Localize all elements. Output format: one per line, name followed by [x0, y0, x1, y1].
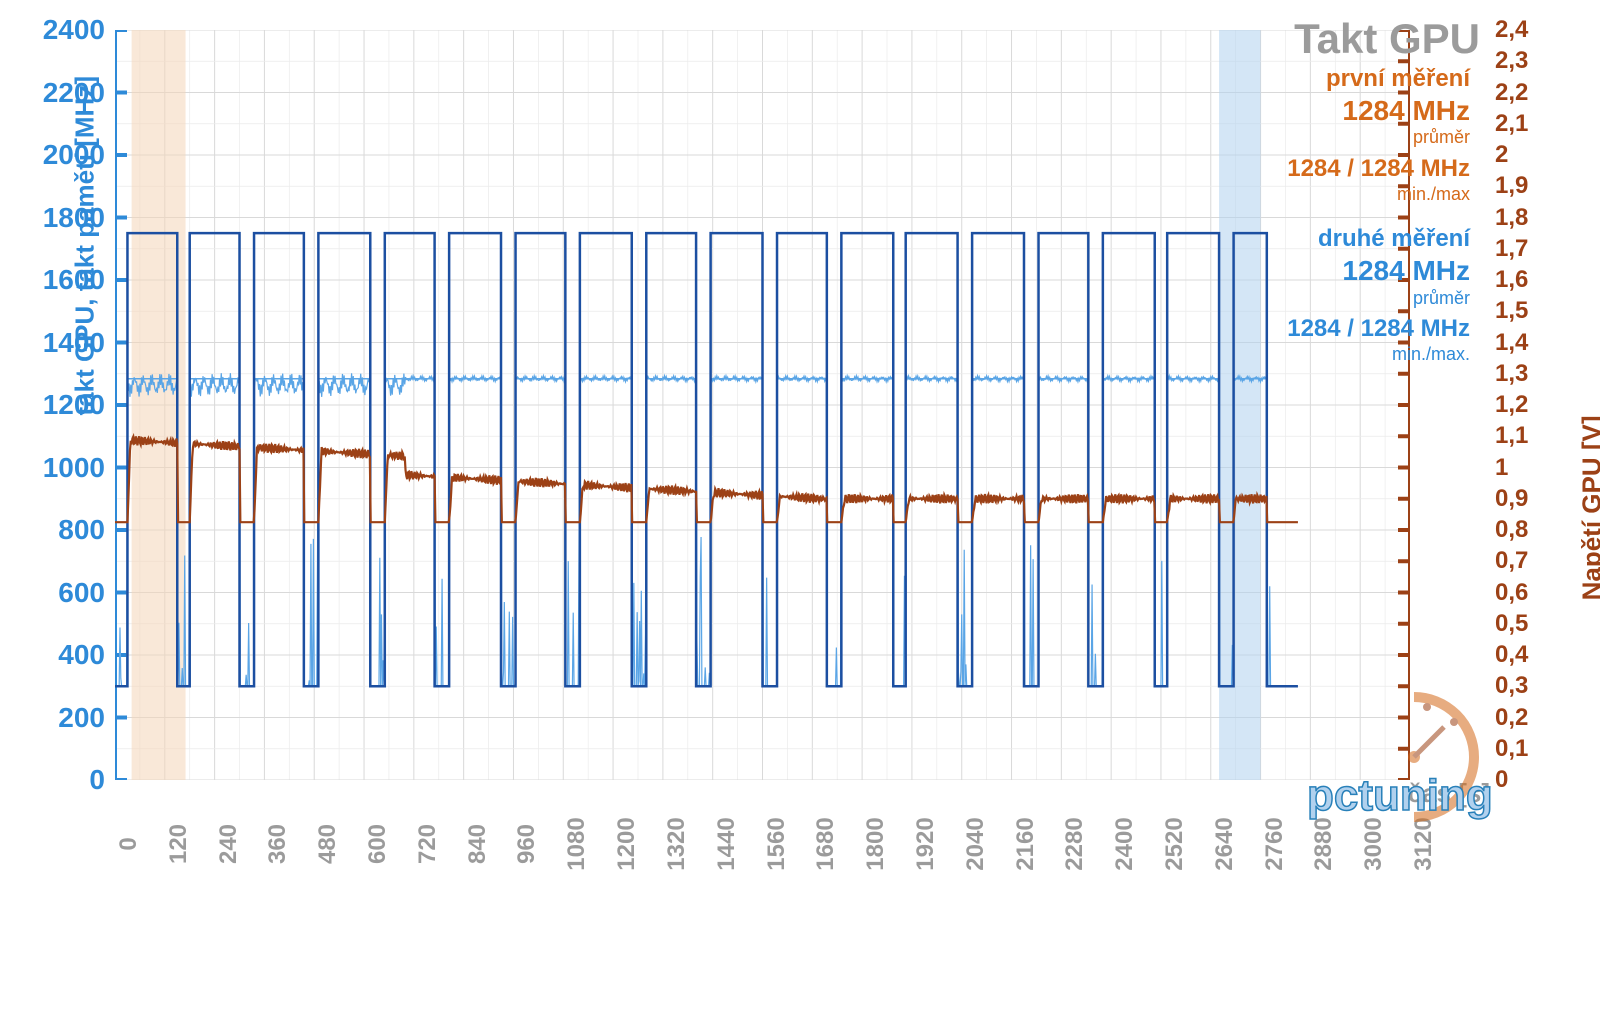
x-tick: 2280 [1061, 817, 1089, 870]
legend-m2-mm: 1284 / 1284 MHz [1287, 315, 1470, 344]
chart-plot-area [115, 30, 1410, 780]
x-tick: 1080 [563, 817, 591, 870]
legend-m2-avg-sub: průměr [1287, 288, 1470, 310]
y-right-tick: 0,1 [1495, 735, 1528, 763]
y-right-tick: 0,2 [1495, 704, 1528, 732]
x-tick: 480 [314, 824, 342, 864]
x-tick: 1920 [912, 817, 940, 870]
x-tick: 840 [464, 824, 492, 864]
y-right-tick: 1,2 [1495, 391, 1528, 419]
x-tick: 1320 [663, 817, 691, 870]
y-left-tick: 600 [58, 577, 105, 609]
chart-title: Takt GPU [1294, 15, 1480, 63]
watermark-text: pctuning [1307, 771, 1493, 820]
y-axis-right-label: Napětí GPU [V] [1577, 416, 1600, 601]
y-axis-left-label: takt GPU, takt pamětí [MHz] [70, 76, 101, 416]
x-tick: 240 [215, 824, 243, 864]
y-axis-right: 00,10,20,30,40,50,60,70,80,911,11,21,31,… [1495, 30, 1565, 780]
y-right-tick: 2,1 [1495, 110, 1528, 138]
y-right-tick: 2,2 [1495, 79, 1528, 107]
y-left-tick: 200 [58, 702, 105, 734]
y-left-tick: 800 [58, 514, 105, 546]
x-tick: 1680 [812, 817, 840, 870]
x-tick: 360 [264, 824, 292, 864]
watermark-logo: pctuning [1299, 692, 1499, 827]
legend-m2-label: druhé měření [1318, 225, 1470, 254]
y-right-tick: 2,4 [1495, 16, 1528, 44]
legend-m2-mm-sub: min./max. [1287, 344, 1470, 366]
y-right-tick: 2 [1495, 141, 1508, 169]
y-right-tick: 0,7 [1495, 547, 1528, 575]
x-tick: 1800 [862, 817, 890, 870]
x-tick: 1200 [613, 817, 641, 870]
legend-m1-label: první měření [1287, 65, 1470, 94]
y-right-tick: 0,8 [1495, 516, 1528, 544]
x-tick: 2520 [1161, 817, 1189, 870]
x-tick: 2160 [1012, 817, 1040, 870]
y-right-tick: 1,3 [1495, 360, 1528, 388]
y-left-tick: 400 [58, 639, 105, 671]
y-right-tick: 0,4 [1495, 641, 1528, 669]
legend-m1-avg-sub: průměr [1287, 127, 1470, 149]
y-right-tick: 1,5 [1495, 297, 1528, 325]
x-tick: 0 [115, 837, 143, 850]
y-right-tick: 1,1 [1495, 422, 1528, 450]
legend: první měření 1284 MHz průměr 1284 / 1284… [1287, 65, 1470, 366]
legend-m1-mm: 1284 / 1284 MHz [1287, 155, 1470, 184]
y-right-tick: 1,9 [1495, 172, 1528, 200]
y-right-tick: 1,8 [1495, 204, 1528, 232]
x-tick: 960 [513, 824, 541, 864]
y-left-tick: 2400 [43, 14, 105, 46]
legend-m2-avg: 1284 MHz [1287, 254, 1470, 288]
y-right-tick: 1,6 [1495, 266, 1528, 294]
x-tick: 1440 [713, 817, 741, 870]
x-tick: 120 [165, 824, 193, 864]
x-tick: 600 [364, 824, 392, 864]
x-tick: 2400 [1111, 817, 1139, 870]
x-axis: 0 120 240 360 480 600 720 840 960 1080 1200 1320 144… [115, 819, 1410, 949]
y-left-tick: 0 [89, 764, 105, 796]
y-right-tick: 0,6 [1495, 579, 1528, 607]
y-right-tick: 0,3 [1495, 672, 1528, 700]
y-left-tick: 1000 [43, 452, 105, 484]
x-tick: 1560 [763, 817, 791, 870]
y-right-tick: 1,4 [1495, 329, 1528, 357]
y-right-tick: 0,9 [1495, 485, 1528, 513]
y-right-tick: 1,7 [1495, 235, 1528, 263]
x-tick: 2040 [962, 817, 990, 870]
x-tick: 2760 [1261, 817, 1289, 870]
legend-m1-avg: 1284 MHz [1287, 94, 1470, 128]
legend-m1-mm-sub: min./max [1287, 184, 1470, 206]
y-right-tick: 2,3 [1495, 47, 1528, 75]
x-tick: 720 [414, 824, 442, 864]
y-right-tick: 0,5 [1495, 610, 1528, 638]
x-tick: 2640 [1211, 817, 1239, 870]
y-right-tick: 1 [1495, 454, 1508, 482]
